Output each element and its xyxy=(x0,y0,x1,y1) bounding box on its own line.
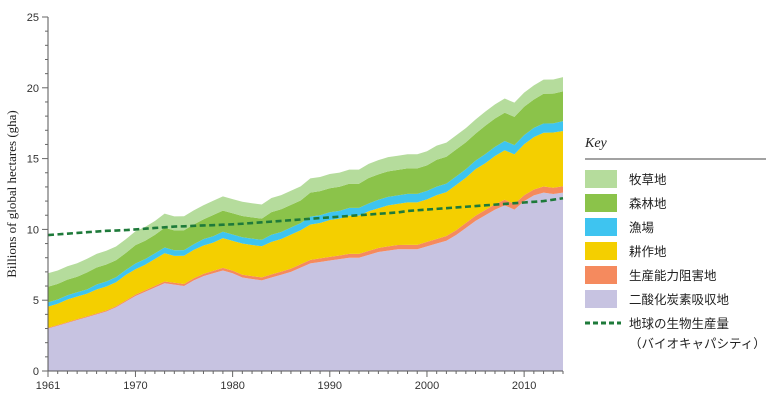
x-tick-label: 1990 xyxy=(318,380,342,392)
x-tick-label: 2000 xyxy=(415,380,439,392)
y-tick-label: 10 xyxy=(27,224,39,236)
biocapacity-line xyxy=(47,196,564,237)
legend-title: Key xyxy=(584,136,608,151)
area-series-5 xyxy=(48,77,563,287)
x-tick-label: 2010 xyxy=(512,380,536,392)
y-axis-label: Billions of global hectares (gha) xyxy=(4,110,19,278)
y-axis-ticks: 0 5 10 15 20 25 xyxy=(27,12,48,378)
legend-label: 漁場 xyxy=(629,220,654,235)
legend-swatch xyxy=(585,266,617,284)
legend-label: 牧草地 xyxy=(629,172,667,187)
y-tick-label: 25 xyxy=(27,12,39,24)
legend-label: 森林地 xyxy=(629,196,667,211)
x-tick-label: 1980 xyxy=(220,380,244,392)
area-series-3 xyxy=(48,121,563,307)
y-tick-label: 0 xyxy=(33,366,39,378)
legend-label: 耕作地 xyxy=(629,244,667,259)
area-series-2 xyxy=(48,130,563,328)
legend-swatch xyxy=(585,194,617,212)
legend-swatch xyxy=(585,218,617,236)
legend-label-sub: （バイオキャパシティ） xyxy=(629,336,766,351)
y-tick-label: 20 xyxy=(27,83,39,95)
legend-label: 二酸化炭素吸収地 xyxy=(629,292,730,307)
axes: 1961 1970 1980 1990 2000 2010 0 5 10 15 20 25 Bill… xyxy=(4,12,564,392)
x-axis-ticks: 1961 1970 1980 1990 2000 2010 xyxy=(36,371,564,392)
plot-area xyxy=(47,77,564,371)
x-tick-label: 1970 xyxy=(123,380,147,392)
legend-swatch xyxy=(585,170,617,188)
y-tick-label: 5 xyxy=(33,295,39,307)
x-tick-label: 1961 xyxy=(36,380,60,392)
legend-swatch xyxy=(585,242,617,260)
legend-swatch xyxy=(585,290,617,308)
legend-label: 生産能力阻害地 xyxy=(629,268,717,283)
y-tick-label: 15 xyxy=(27,154,39,166)
area-series-0 xyxy=(48,192,563,371)
area-series-4 xyxy=(48,91,563,303)
legend-label: 地球の生物生産量 xyxy=(629,316,729,331)
